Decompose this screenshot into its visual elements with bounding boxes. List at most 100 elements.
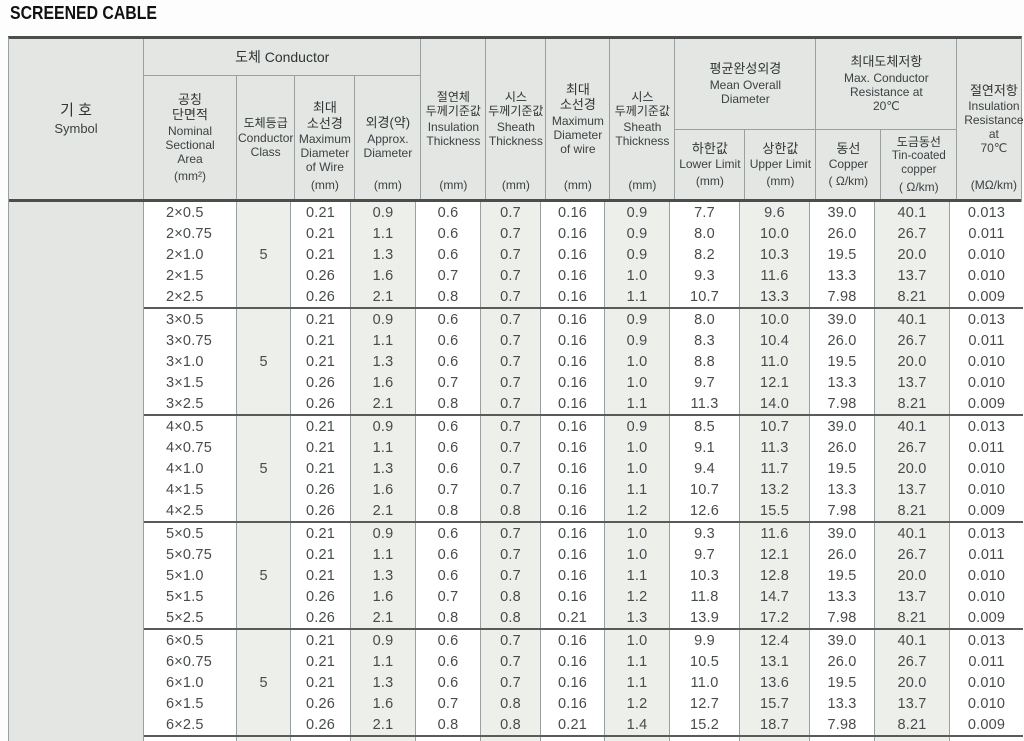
header-insulation-resistance: 절연저항 Insulation Resistance at 70℃ (MΩ/km… [957, 39, 1024, 199]
column-insulation_resistance: 0.013 0.011 0.010 0.010 0.009 [950, 416, 1023, 521]
table-cell: 13.7 [897, 695, 927, 712]
table-cell: 19.5 [827, 674, 857, 691]
table-cell: 2.1 [372, 395, 394, 412]
column-conductor-class: 5 [237, 202, 291, 307]
table-cell: 0.21 [305, 653, 336, 670]
column-max_wire_dia [291, 737, 351, 741]
header-upper-ko: 상한값 [762, 140, 799, 156]
column-insulation_resistance: 0.013 0.011 0.010 0.010 0.009 [950, 202, 1023, 307]
table-cell: 7.98 [827, 288, 857, 305]
table-cell: 9.9 [694, 632, 715, 649]
table-cell: 0.7 [500, 481, 521, 498]
column-sheath_thickness_2: 0.9 0.9 1.0 1.0 1.1 [605, 309, 670, 414]
table-cell: 0.7 [500, 525, 521, 542]
column-tin_coated: 40.1 26.7 20.0 13.7 8.21 [875, 416, 950, 521]
table-cell: 1.2 [626, 695, 648, 712]
table-cell: 0.7 [500, 311, 521, 328]
table-cell: 26.7 [897, 332, 927, 349]
table-cell: 0.010 [967, 588, 1006, 605]
table-cell: 8.2 [694, 246, 715, 263]
table-cell: 0.009 [967, 395, 1006, 412]
table-cell: 0.7 [500, 353, 521, 370]
table-cell: 19.5 [827, 246, 857, 263]
column-insulation_resistance [950, 737, 1023, 741]
table-cell: 5×0.75 [166, 546, 212, 563]
header-max-res-ko: 최대도체저항 [850, 54, 923, 70]
table-cell: 10.3 [759, 246, 790, 263]
table-cell: 26.7 [897, 439, 927, 456]
table-cell: 0.21 [305, 674, 336, 691]
column-nominal-area: 2×0.5 2×0.75 2×1.0 2×1.5 2×2.5 [144, 202, 237, 307]
table-cell: 12.7 [689, 695, 720, 712]
table-cell: 0.7 [500, 374, 521, 391]
table-cell: 0.8 [437, 395, 459, 412]
table-cell: 7.98 [827, 609, 857, 626]
table-cell: 5×1.5 [166, 588, 204, 605]
table-cell: 0.7 [500, 546, 521, 563]
table-cell: 13.3 [827, 267, 857, 284]
column-insulation_thickness: 0.6 0.6 0.6 0.7 0.8 [416, 309, 481, 414]
table-cell: 0.16 [557, 588, 588, 605]
table-cell: 1.1 [372, 653, 394, 670]
table-cell: 0.7 [437, 695, 459, 712]
header-conductor-class: 도체등급 Conductor Class [237, 76, 296, 199]
partial-next-group [144, 737, 1023, 741]
table-cell: 4×0.5 [166, 418, 204, 435]
column-upper_limit: 10.0 10.4 11.0 12.1 14.0 [740, 309, 810, 414]
table-cell: 0.16 [557, 674, 588, 691]
table-cell: 0.26 [305, 395, 336, 412]
table-cell: 20.0 [897, 674, 927, 691]
table-cell: 0.16 [557, 653, 588, 670]
table-cell [416, 737, 480, 741]
table-cell: 0.7 [500, 225, 521, 242]
table-cell: 10.4 [759, 332, 790, 349]
header-tinned-ko: 도금동선 [896, 134, 941, 149]
column-copper: 39.0 26.0 19.5 13.3 7.98 [810, 202, 875, 307]
header-sheath2-unit: (mm) [628, 177, 657, 192]
table-cell: 0.9 [626, 311, 648, 328]
table-cell: 0.26 [305, 502, 336, 519]
table-cell: 0.6 [437, 653, 459, 670]
table-cell: 1.4 [626, 716, 648, 733]
table-cell: 0.013 [967, 418, 1006, 435]
table-cell: 1.1 [626, 288, 648, 305]
table-cell: 6×2.5 [166, 716, 204, 733]
table-cell: 2×1.5 [166, 267, 204, 284]
table-cell [810, 737, 874, 741]
header-ins-th-ko: 절연체 두께기준값 [425, 90, 481, 119]
table-cell: 12.1 [759, 546, 790, 563]
table-cell: 13.7 [897, 267, 927, 284]
column-approx_dia: 0.9 1.1 1.3 1.6 2.1 [351, 523, 416, 628]
column-tin_coated: 40.1 26.7 20.0 13.7 8.21 [875, 202, 950, 307]
table-cell: 0.7 [500, 460, 521, 477]
table-cell: 0.21 [305, 439, 336, 456]
column-lower_limit: 9.9 10.5 11.0 12.7 15.2 [670, 630, 740, 735]
column-insulation_thickness: 0.6 0.6 0.6 0.7 0.8 [416, 630, 481, 735]
column-conductor-class: 5 [237, 309, 291, 414]
table-cell: 8.0 [694, 311, 715, 328]
table-cell: 10.3 [689, 567, 720, 584]
table-cell: 11.0 [690, 674, 719, 691]
table-cell: 2×1.0 [166, 246, 204, 263]
table-cell: 0.16 [557, 460, 588, 477]
table-cell: 0.16 [557, 567, 588, 584]
table-cell: 1.1 [626, 481, 648, 498]
column-sheath_thickness_2: 1.0 1.0 1.1 1.2 1.3 [605, 523, 670, 628]
header-ins-res-ko: 절연저항 [969, 82, 1018, 98]
table-cell: 0.16 [557, 481, 588, 498]
table-cell: 0.7 [437, 267, 459, 284]
column-insulation_thickness: 0.6 0.6 0.6 0.7 0.8 [416, 202, 481, 307]
column-tin_coated: 40.1 26.7 20.0 13.7 8.21 [875, 309, 950, 414]
column-copper: 39.0 26.0 19.5 13.3 7.98 [810, 309, 875, 414]
table-cell: 1.0 [626, 460, 648, 477]
header-max-wire-unit: (mm) [310, 177, 339, 192]
table-cell: 0.7 [500, 653, 521, 670]
table-cell: 3×0.5 [166, 311, 204, 328]
header-tin-coated: 도금동선 Tin-coated copper ( Ω/km) [881, 130, 956, 199]
table-cell: 5×0.5 [166, 525, 204, 542]
column-max_wire_dia: 0.21 0.21 0.21 0.26 0.26 [291, 416, 351, 521]
column-sheath_thickness_2: 0.9 1.0 1.0 1.1 1.2 [605, 416, 670, 521]
table-cell: 0.21 [305, 418, 336, 435]
table-cell: 0.010 [967, 481, 1006, 498]
table-cell: 13.9 [689, 609, 720, 626]
